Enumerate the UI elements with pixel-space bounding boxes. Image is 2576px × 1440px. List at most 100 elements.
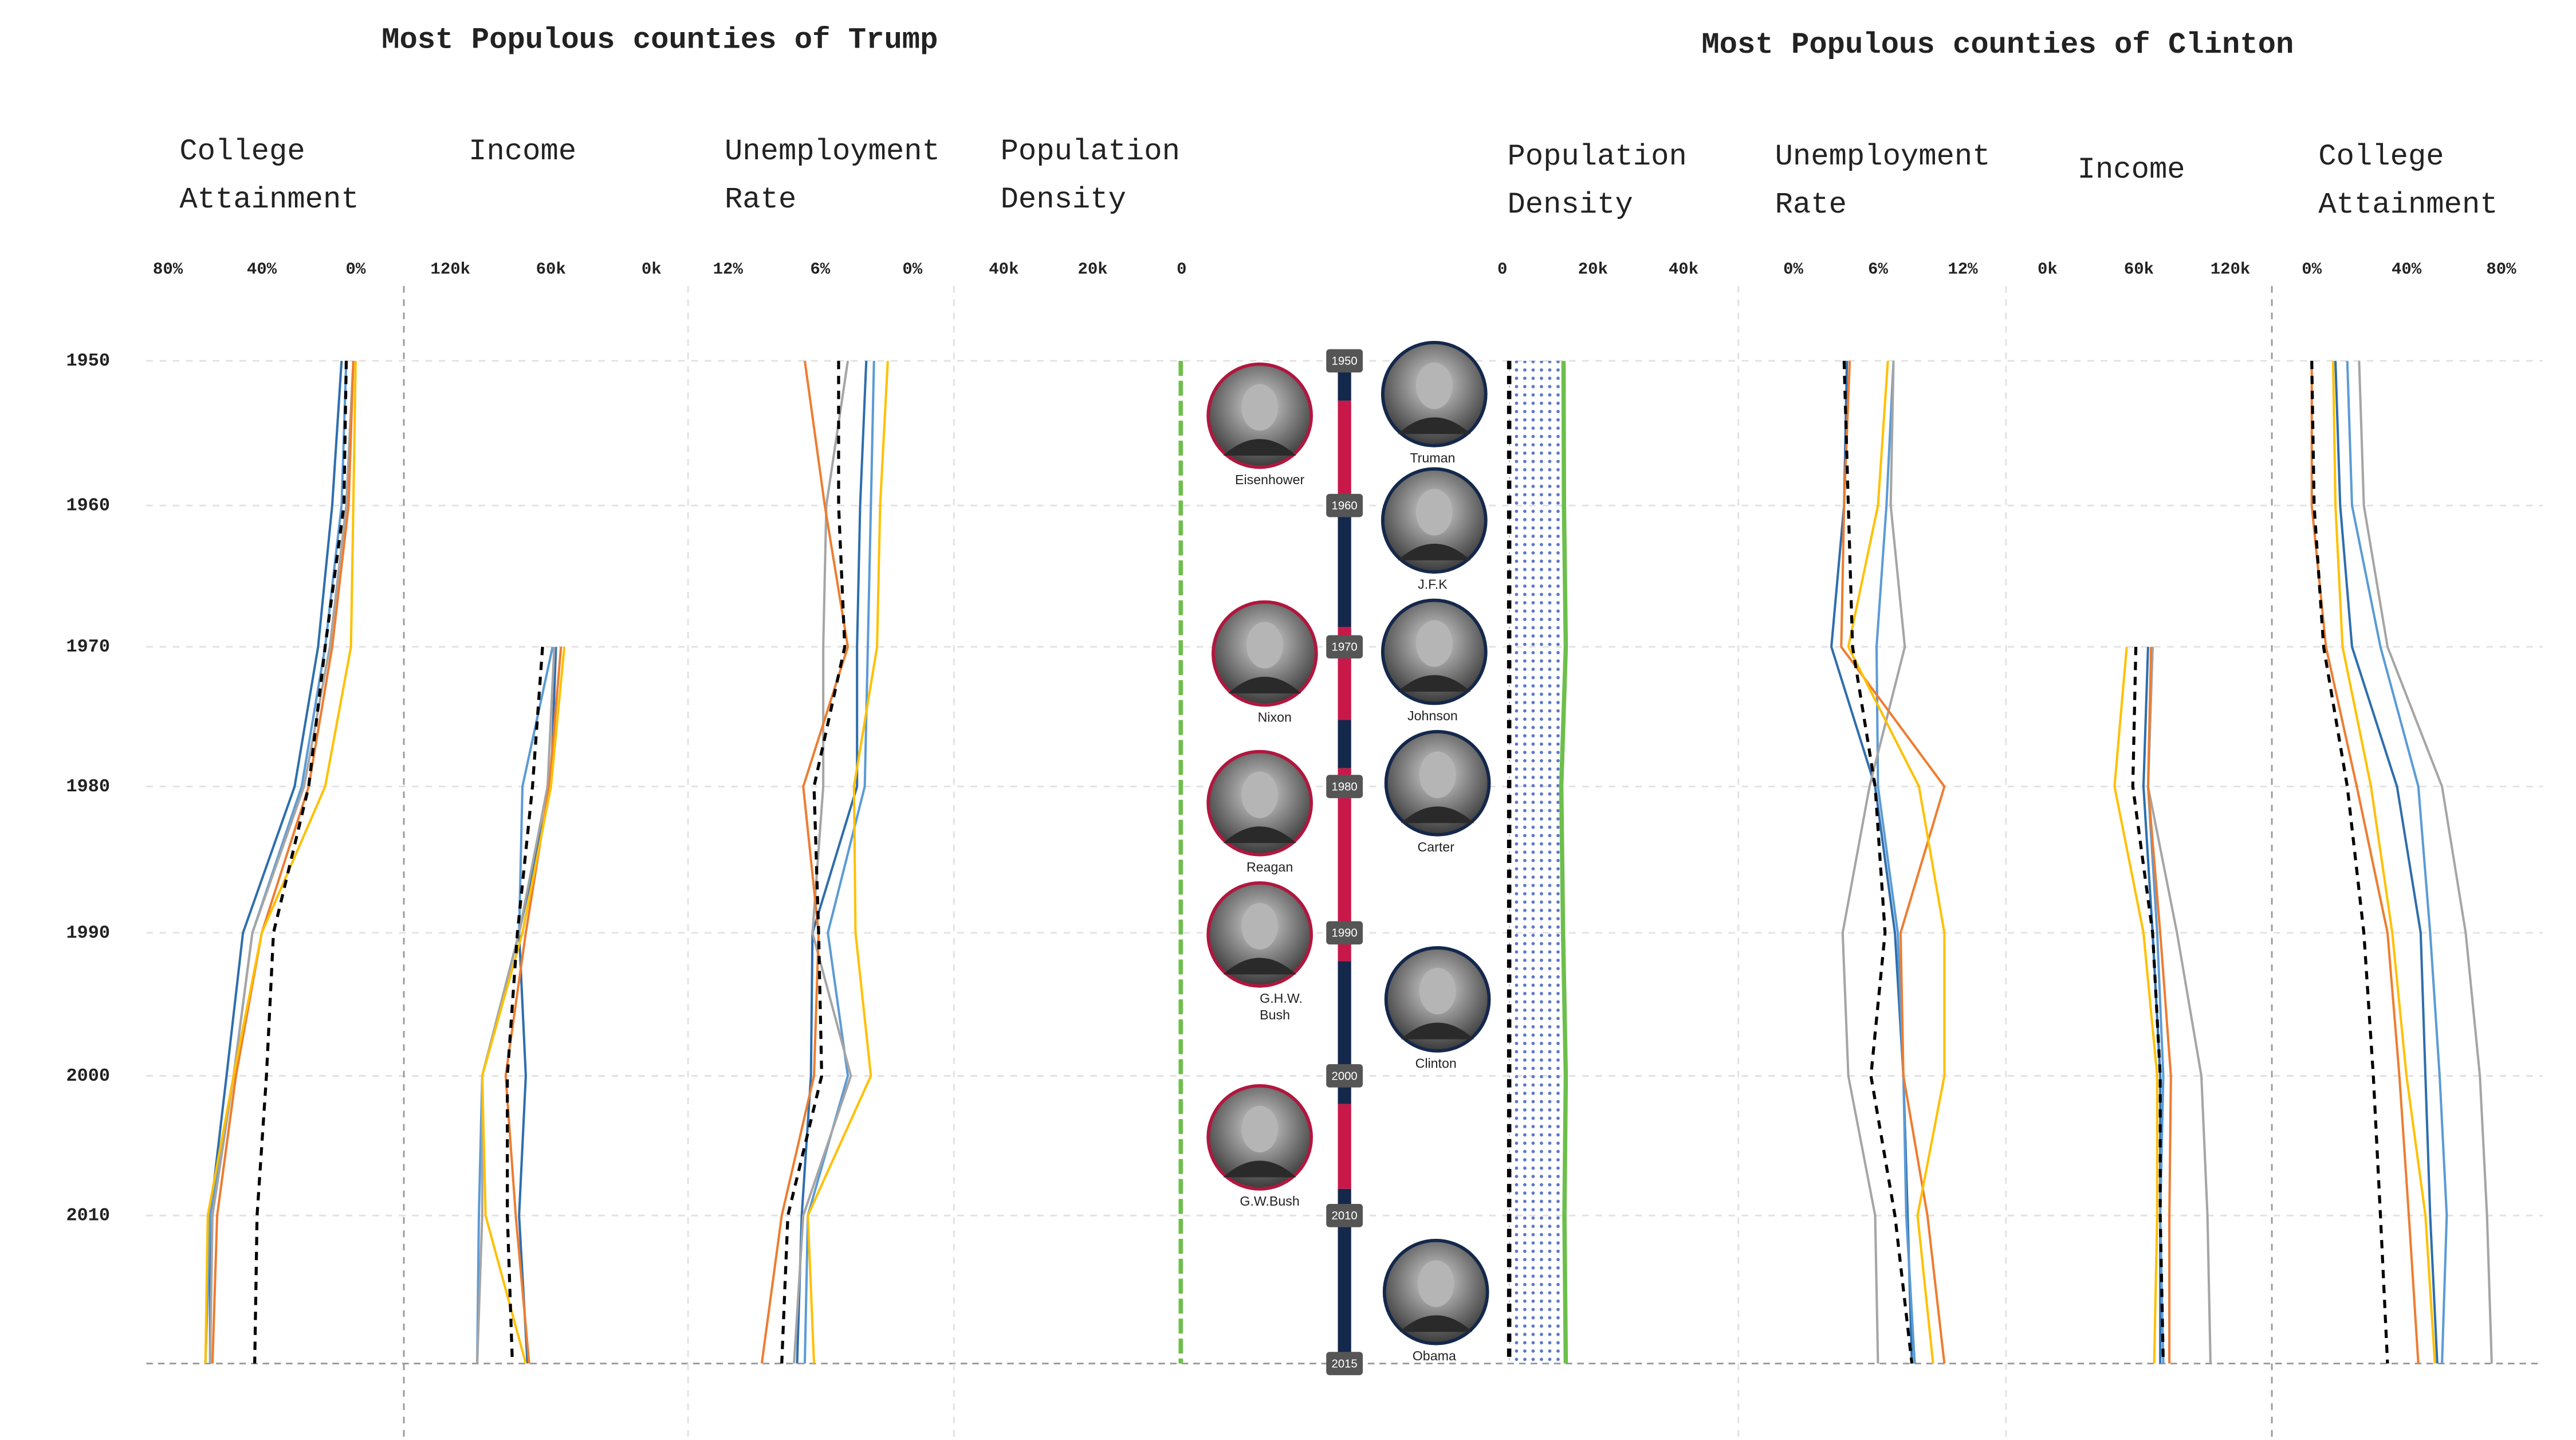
year-box-label: 1990 — [1332, 927, 1358, 940]
panel-title: Population Density — [1001, 135, 1198, 217]
series-line — [1559, 360, 1568, 1364]
panel-title: Unemployment Rate — [1775, 140, 2008, 222]
x-tick-label: 120k — [2211, 260, 2251, 279]
president-name: J.F.K — [1418, 577, 1448, 592]
x-tick-label: 120k — [430, 260, 470, 279]
panel-title: Unemployment Rate — [725, 135, 958, 217]
year-box-label: 1970 — [1332, 641, 1358, 654]
year-box-label: 1960 — [1332, 500, 1358, 512]
x-tick-label: 0% — [1783, 260, 1803, 279]
photo-body — [1397, 675, 1471, 692]
president-name: G.H.W. Bush — [1260, 991, 1306, 1022]
series-line — [209, 360, 355, 1364]
photo-head — [1419, 751, 1456, 798]
year-box — [1326, 349, 1363, 373]
series-line — [211, 360, 355, 1364]
panel-title: College Attainment — [2318, 140, 2498, 222]
photo-head — [1419, 967, 1456, 1015]
year-box — [1326, 921, 1363, 945]
x-tick-label: 0k — [2038, 260, 2058, 279]
series-line — [780, 360, 847, 1364]
series-line — [204, 360, 357, 1364]
photo-body — [1397, 543, 1471, 560]
president-name: Carter — [1417, 839, 1454, 854]
term-bar — [1338, 720, 1351, 768]
photo-body — [1399, 1315, 1473, 1332]
x-tick-label: 0k — [642, 260, 662, 279]
x-tick-label: 20k — [1578, 260, 1608, 279]
series-line — [2310, 360, 2420, 1364]
photo-body — [1401, 806, 1474, 823]
photo-body — [1223, 826, 1297, 843]
series-line — [1875, 360, 1916, 1364]
series-line — [807, 360, 889, 1364]
photo-body — [1401, 1022, 1474, 1039]
series-line — [204, 360, 348, 1364]
series-line — [1841, 360, 1906, 1364]
x-tick-label: 0% — [902, 260, 922, 279]
photo-head — [1241, 903, 1279, 949]
series-line — [2146, 646, 2172, 1364]
year-box-label: 1980 — [1332, 780, 1358, 793]
x-tick-label: 12% — [1948, 260, 1978, 279]
group-title: Most Populous counties of Clinton — [1701, 28, 2294, 62]
series-line — [760, 360, 850, 1364]
photo-head — [1417, 1260, 1454, 1307]
panel-title: Income — [469, 135, 576, 168]
series-line — [2358, 360, 2493, 1364]
series-line — [2310, 360, 2389, 1364]
series-line — [518, 646, 557, 1364]
series-line — [1840, 360, 1946, 1364]
series-line — [2113, 646, 2158, 1364]
president-name: Eisenhower — [1235, 472, 1305, 487]
series-line — [1842, 360, 1914, 1364]
y-tick-label: 1970 — [66, 636, 110, 657]
y-tick-label: 2000 — [66, 1065, 110, 1086]
photo-head — [1415, 362, 1453, 409]
series-line — [476, 646, 556, 1364]
x-tick-label: 0 — [1177, 260, 1186, 279]
year-box — [1326, 775, 1363, 798]
president-name: Clinton — [1415, 1056, 1457, 1070]
term-bar — [1338, 401, 1351, 517]
year-box-label: 2000 — [1332, 1070, 1358, 1082]
president-name: Johnson — [1407, 708, 1458, 723]
x-tick-label: 40% — [2392, 260, 2422, 279]
photo-head — [1241, 771, 1279, 818]
panel-title: Population Density — [1507, 140, 1705, 222]
y-tick-label: 1980 — [66, 776, 110, 797]
x-tick-label: 40k — [989, 260, 1018, 279]
x-tick-label: 0 — [1497, 260, 1507, 279]
photo-body — [1223, 958, 1297, 975]
year-box — [1326, 635, 1363, 659]
x-tick-label: 6% — [1868, 260, 1888, 279]
series-line — [1847, 360, 1946, 1364]
x-tick-label: 0% — [345, 260, 365, 279]
x-tick-label: 60k — [2124, 260, 2154, 279]
photo-head — [1415, 620, 1453, 667]
x-tick-label: 0% — [2302, 260, 2322, 279]
year-box — [1326, 1352, 1363, 1375]
photo-body — [1223, 1160, 1297, 1178]
term-bar — [1338, 1188, 1351, 1364]
series-line — [2334, 360, 2439, 1364]
series-line — [796, 360, 868, 1364]
series-line — [506, 646, 544, 1364]
year-box — [1326, 1203, 1363, 1227]
series-line — [481, 646, 566, 1364]
photo-head — [1246, 622, 1283, 669]
series-line — [2331, 360, 2436, 1364]
x-tick-label: 40k — [1669, 260, 1698, 279]
year-box — [1326, 1064, 1363, 1088]
series-line — [803, 360, 875, 1364]
president-name: Truman — [1410, 450, 1455, 465]
year-box — [1326, 493, 1363, 517]
y-tick-label: 2010 — [66, 1205, 110, 1226]
x-tick-label: 80% — [153, 260, 183, 279]
x-tick-label: 60k — [536, 260, 566, 279]
y-tick-label: 1990 — [66, 922, 110, 943]
term-bar — [1338, 1104, 1351, 1189]
year-box-label: 2015 — [1332, 1357, 1358, 1370]
photo-body — [1397, 417, 1471, 434]
